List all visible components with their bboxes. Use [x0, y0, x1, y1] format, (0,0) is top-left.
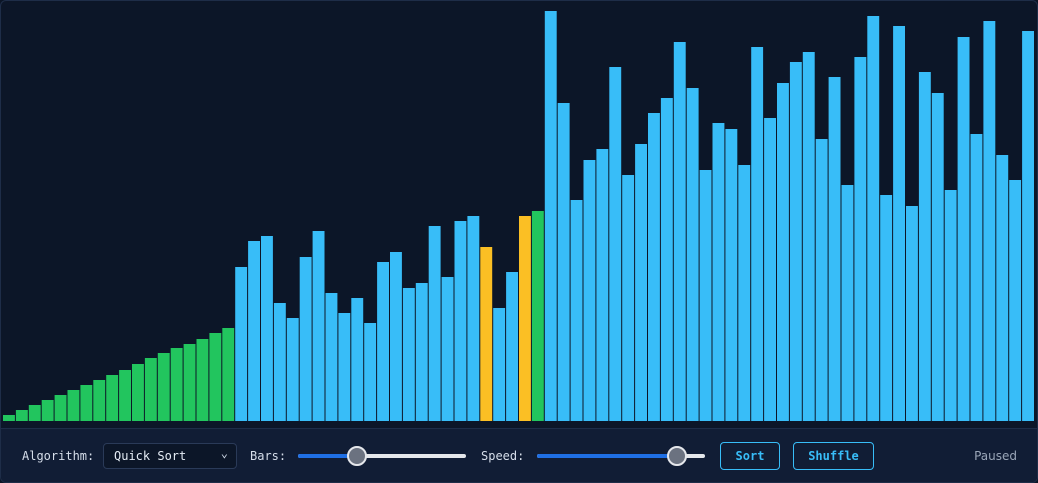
bar	[209, 333, 222, 421]
bar	[235, 267, 248, 421]
bar	[931, 93, 944, 421]
bar	[402, 288, 415, 421]
bar	[390, 252, 402, 421]
bar	[828, 77, 841, 421]
bar	[751, 47, 764, 421]
bar	[132, 364, 144, 421]
bar	[428, 226, 441, 421]
bar	[106, 375, 119, 421]
bar	[222, 328, 235, 421]
bar	[570, 200, 583, 421]
bar	[725, 129, 738, 421]
bar	[957, 37, 970, 421]
algorithm-label: Algorithm:	[22, 449, 95, 463]
bar	[170, 348, 183, 421]
bar	[867, 16, 880, 421]
bar	[699, 170, 712, 421]
bar	[622, 175, 635, 421]
bars-label: Bars:	[250, 449, 287, 463]
slider-fill	[537, 454, 678, 458]
bar	[854, 57, 867, 421]
bar	[802, 52, 815, 421]
bar	[1009, 180, 1022, 421]
bar	[648, 113, 660, 421]
bar	[54, 395, 67, 421]
bar	[1022, 31, 1034, 421]
bar	[41, 400, 54, 421]
bar	[506, 272, 518, 421]
bar	[686, 88, 699, 421]
bar	[144, 358, 157, 421]
bar	[893, 26, 905, 421]
bar	[635, 144, 647, 421]
bar	[67, 390, 80, 421]
slider-thumb[interactable]	[347, 446, 367, 466]
bar	[531, 211, 544, 421]
bar	[377, 262, 389, 421]
bar-chart	[3, 11, 1034, 421]
bar	[93, 380, 106, 421]
bar	[970, 134, 983, 421]
bar	[519, 216, 531, 421]
bar	[351, 298, 364, 421]
bar	[738, 165, 751, 421]
bar	[596, 149, 609, 421]
bar	[609, 67, 622, 421]
bar	[944, 190, 957, 421]
bar	[996, 155, 1009, 421]
bar	[183, 344, 196, 421]
bar	[261, 236, 273, 421]
bar	[299, 257, 312, 421]
speed-label: Speed:	[481, 449, 525, 463]
bar	[196, 339, 209, 421]
bar	[28, 405, 41, 421]
bar	[286, 318, 299, 421]
bar	[673, 42, 686, 421]
bar	[880, 195, 893, 421]
bar	[764, 118, 776, 421]
bar	[544, 11, 557, 421]
bar	[983, 21, 996, 421]
bar	[454, 221, 467, 421]
bar	[906, 206, 918, 421]
slider-thumb[interactable]	[667, 446, 687, 466]
bar	[441, 277, 454, 421]
bar	[467, 216, 480, 421]
bar	[557, 103, 570, 421]
bar	[157, 353, 170, 421]
bar	[338, 313, 351, 421]
bar	[583, 160, 596, 421]
speed-slider[interactable]	[537, 446, 705, 466]
bar	[918, 72, 931, 421]
bar	[815, 139, 828, 421]
bar	[15, 410, 28, 421]
bar	[415, 283, 428, 421]
bar	[493, 308, 506, 421]
slider-fill	[298, 454, 358, 458]
bar	[273, 303, 286, 421]
bar	[325, 293, 338, 421]
bar	[660, 98, 673, 421]
bar	[777, 83, 789, 421]
bar	[248, 241, 260, 421]
shuffle-button[interactable]: Shuffle	[793, 442, 874, 470]
algorithm-select[interactable]: Quick Sort	[103, 441, 237, 469]
bar	[789, 62, 802, 421]
bar	[3, 415, 15, 421]
status: Paused	[974, 449, 1017, 463]
bar	[480, 247, 493, 421]
bar	[80, 385, 93, 421]
control-bar: Algorithm: Quick Sort Bars: Speed: Sort …	[1, 428, 1037, 482]
sort-button[interactable]: Sort	[720, 442, 780, 470]
bar	[119, 370, 131, 421]
bar	[364, 323, 377, 421]
bar	[312, 231, 325, 421]
bars-slider[interactable]	[298, 446, 466, 466]
bar	[841, 185, 854, 421]
bar	[712, 123, 725, 421]
